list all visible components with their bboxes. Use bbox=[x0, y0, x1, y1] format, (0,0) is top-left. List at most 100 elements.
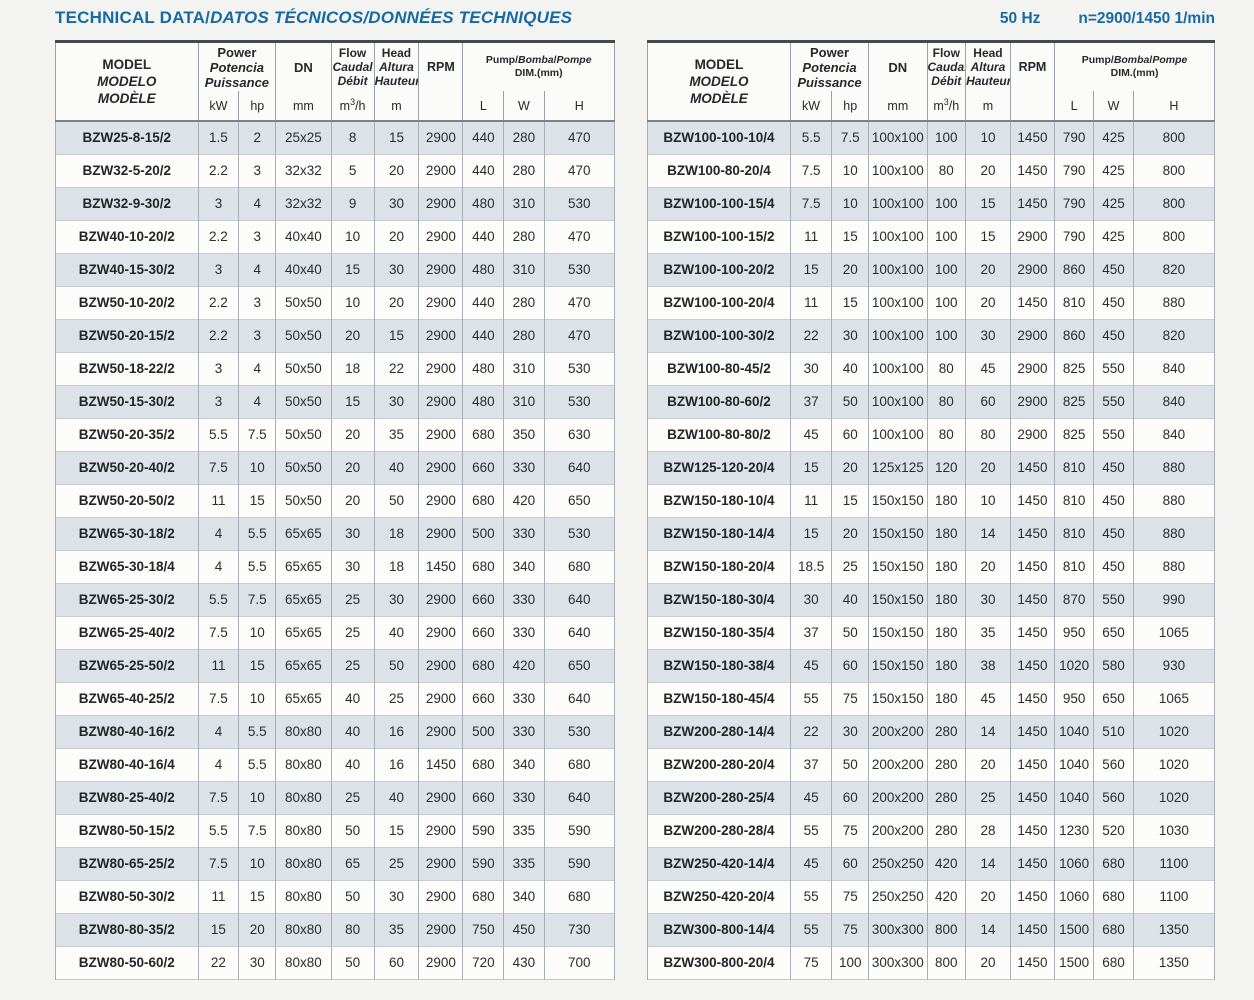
value-cell: 75 bbox=[831, 880, 870, 913]
value-cell: 880 bbox=[1132, 451, 1216, 484]
value-cell: 590 bbox=[462, 814, 505, 847]
value-cell: 2900 bbox=[418, 583, 464, 616]
value-cell: 50x50 bbox=[275, 418, 332, 451]
table-row: BZW65-40-25/2 7.5 10 65x65 40 25 2900 660 330 640 bbox=[55, 682, 615, 715]
table-row: BZW150-180-20/4 18.5 25 150x150 180 20 1450 810… bbox=[647, 550, 1216, 583]
value-cell: 15 bbox=[238, 649, 277, 682]
value-cell: 440 bbox=[462, 154, 505, 187]
rpm-column-header: RPM bbox=[418, 41, 464, 121]
table-row: BZW50-10-20/2 2.2 3 50x50 10 20 2900 440 280 470 bbox=[55, 286, 615, 319]
value-cell: 2900 bbox=[418, 946, 464, 979]
value-cell: 1040 bbox=[1054, 715, 1095, 748]
table-row: BZW250-420-14/4 45 60 250x250 420 14 1450 1060 6… bbox=[647, 847, 1216, 880]
value-cell: 4 bbox=[197, 748, 240, 781]
model-cell: BZW200-280-20/4 bbox=[647, 748, 791, 781]
value-cell: 500 bbox=[462, 517, 505, 550]
value-cell: 530 bbox=[543, 187, 615, 220]
value-cell: 280 bbox=[926, 748, 967, 781]
table-row: BZW150-180-14/4 15 20 150x150 180 14 1450 810 45… bbox=[647, 517, 1216, 550]
value-cell: 800 bbox=[926, 946, 967, 979]
value-cell: 750 bbox=[462, 913, 505, 946]
table-row: BZW50-20-40/2 7.5 10 50x50 20 40 2900 660 330 640 bbox=[55, 451, 615, 484]
speed-label: n=2900/1450 1/min bbox=[1078, 10, 1215, 27]
value-cell: 7.5 bbox=[238, 583, 277, 616]
table-row: BZW50-20-50/2 11 15 50x50 20 50 2900 680 420 650 bbox=[55, 484, 615, 517]
value-cell: 7.5 bbox=[197, 616, 240, 649]
model-cell: BZW80-65-25/2 bbox=[55, 847, 199, 880]
value-cell: 800 bbox=[1132, 220, 1216, 253]
table-row: BZW50-20-15/2 2.2 3 50x50 20 15 2900 440 280 470 bbox=[55, 319, 615, 352]
value-cell: 470 bbox=[543, 154, 615, 187]
value-cell: 440 bbox=[462, 121, 505, 154]
value-cell: 1450 bbox=[1009, 748, 1056, 781]
value-cell: 10 bbox=[238, 616, 277, 649]
value-cell: 180 bbox=[926, 550, 967, 583]
value-cell: 25 bbox=[831, 550, 870, 583]
value-cell: 430 bbox=[503, 946, 545, 979]
value-cell: 880 bbox=[1132, 484, 1216, 517]
value-cell: 45 bbox=[789, 649, 833, 682]
value-cell: 20 bbox=[965, 253, 1011, 286]
value-cell: 20 bbox=[330, 418, 375, 451]
model-cell: BZW50-20-50/2 bbox=[55, 484, 199, 517]
model-cell: BZW200-280-28/4 bbox=[647, 814, 791, 847]
value-cell: 1350 bbox=[1132, 913, 1216, 946]
value-cell: 22 bbox=[789, 319, 833, 352]
model-cell: BZW50-20-35/2 bbox=[55, 418, 199, 451]
value-cell: 1100 bbox=[1132, 847, 1216, 880]
value-cell: 1450 bbox=[418, 748, 464, 781]
title-row: TECHNICAL DATA/DATOS TÉCNICOS/DONNÉES TE… bbox=[55, 8, 1215, 28]
value-cell: 480 bbox=[462, 253, 505, 286]
model-cell: BZW65-25-40/2 bbox=[55, 616, 199, 649]
value-cell: 2900 bbox=[418, 484, 464, 517]
value-cell: 35 bbox=[373, 418, 420, 451]
value-cell: 340 bbox=[503, 880, 545, 913]
value-cell: 330 bbox=[503, 781, 545, 814]
value-cell: 45 bbox=[965, 682, 1011, 715]
table-row: BZW80-40-16/4 4 5.5 80x80 40 16 1450 680 340 680 bbox=[55, 748, 615, 781]
value-cell: 680 bbox=[462, 550, 505, 583]
value-cell: 1450 bbox=[1009, 781, 1056, 814]
value-cell: 9 bbox=[330, 187, 375, 220]
model-cell: BZW150-180-45/4 bbox=[647, 682, 791, 715]
value-cell: 680 bbox=[462, 880, 505, 913]
value-cell: 55 bbox=[789, 814, 833, 847]
value-cell: 4 bbox=[238, 253, 277, 286]
table-row: BZW32-9-30/2 3 4 32x32 9 30 2900 480 310 530 bbox=[55, 187, 615, 220]
value-cell: 50 bbox=[831, 385, 870, 418]
value-cell: 1450 bbox=[1009, 715, 1056, 748]
value-cell: 550 bbox=[1093, 418, 1134, 451]
value-cell: 75 bbox=[831, 814, 870, 847]
value-cell: 560 bbox=[1093, 748, 1134, 781]
value-cell: 2900 bbox=[418, 154, 464, 187]
model-cell: BZW250-420-20/4 bbox=[647, 880, 791, 913]
value-cell: 425 bbox=[1093, 187, 1134, 220]
value-cell: 330 bbox=[503, 715, 545, 748]
value-cell: 1500 bbox=[1054, 946, 1095, 979]
value-cell: 330 bbox=[503, 583, 545, 616]
value-cell: 650 bbox=[1093, 682, 1134, 715]
value-cell: 30 bbox=[789, 583, 833, 616]
value-cell: 80 bbox=[926, 352, 967, 385]
flow-unit-header: m3/h bbox=[330, 91, 375, 121]
value-cell: 65x65 bbox=[275, 682, 332, 715]
value-cell: 880 bbox=[1132, 286, 1216, 319]
table-row: BZW200-280-14/4 22 30 200x200 280 14 1450 1040 5… bbox=[647, 715, 1216, 748]
value-cell: 180 bbox=[926, 616, 967, 649]
value-cell: 30 bbox=[373, 253, 420, 286]
mm-unit-header: mm bbox=[868, 91, 928, 121]
model-cell: BZW50-10-20/2 bbox=[55, 286, 199, 319]
value-cell: 5.5 bbox=[238, 550, 277, 583]
value-cell: 660 bbox=[462, 616, 505, 649]
table-row: BZW50-18-22/2 3 4 50x50 18 22 2900 480 310 530 bbox=[55, 352, 615, 385]
table-row: BZW100-100-10/4 5.5 7.5 100x100 100 10 1450 790… bbox=[647, 121, 1216, 154]
value-cell: 530 bbox=[543, 253, 615, 286]
value-cell: 810 bbox=[1054, 451, 1095, 484]
table-row: BZW125-120-20/4 15 20 125x125 120 20 1450 810 45… bbox=[647, 451, 1216, 484]
value-cell: 1450 bbox=[1009, 616, 1056, 649]
value-cell: 825 bbox=[1054, 418, 1095, 451]
value-cell: 950 bbox=[1054, 616, 1095, 649]
value-cell: 55 bbox=[789, 913, 833, 946]
value-cell: 2900 bbox=[418, 781, 464, 814]
